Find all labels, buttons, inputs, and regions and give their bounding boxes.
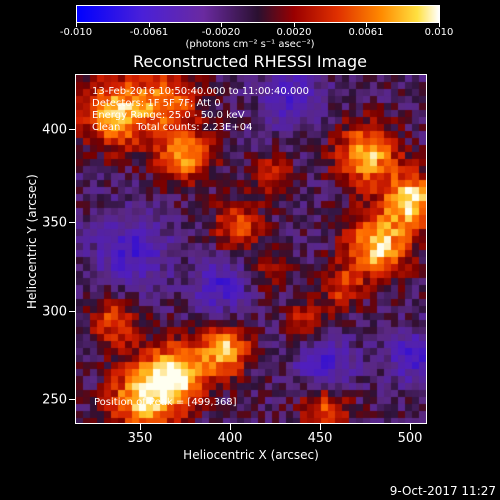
clean-counts-text: Clean Total counts: 2.23E+04 — [92, 122, 253, 133]
colorbar-tick-label: -0.0061 — [129, 27, 169, 38]
y-tick-label: 350 — [42, 215, 67, 231]
x-tick-label: 450 — [307, 431, 333, 446]
plot-timestamp: 9-Oct-2017 11:27 — [389, 484, 496, 498]
image-title: Reconstructed RHESSI Image — [133, 52, 367, 71]
energy-range-text: Energy Range: 25.0 - 50.0 keV — [92, 110, 245, 121]
x-tick-label: 400 — [217, 431, 243, 446]
colorbar-tick-label: 0.010 — [424, 27, 454, 38]
colorbar-tick-label: 0.0061 — [348, 27, 384, 38]
y-tick-label: 300 — [42, 304, 67, 320]
x-tick-label: 500 — [397, 431, 423, 446]
y-tick-label: 250 — [42, 392, 67, 408]
peak-position-text: Position of Peak = [499,368] — [94, 397, 237, 408]
colorbar — [76, 5, 440, 23]
x-axis-title: Heliocentric X (arcsec) — [183, 448, 319, 462]
y-axis-title: Heliocentric Y (arcsec) — [25, 174, 39, 309]
colorbar-units: (photons cm⁻² s⁻¹ asec⁻²) — [185, 39, 315, 50]
image-plot — [75, 74, 427, 424]
detectors-text: Detectors: 1F 5F 7F; Att 0 — [92, 98, 221, 109]
x-tick-label: 350 — [127, 431, 153, 446]
y-tick-label: 400 — [42, 122, 67, 138]
heatmap-image — [76, 75, 426, 423]
time-range-text: 13-Feb-2016 10:50:40.000 to 11:00:40.000 — [92, 86, 310, 97]
colorbar-tick-label: 0.0020 — [276, 27, 312, 38]
colorbar-tick-label: -0.0020 — [201, 27, 241, 38]
colorbar-tick-label: -0.010 — [59, 27, 93, 38]
